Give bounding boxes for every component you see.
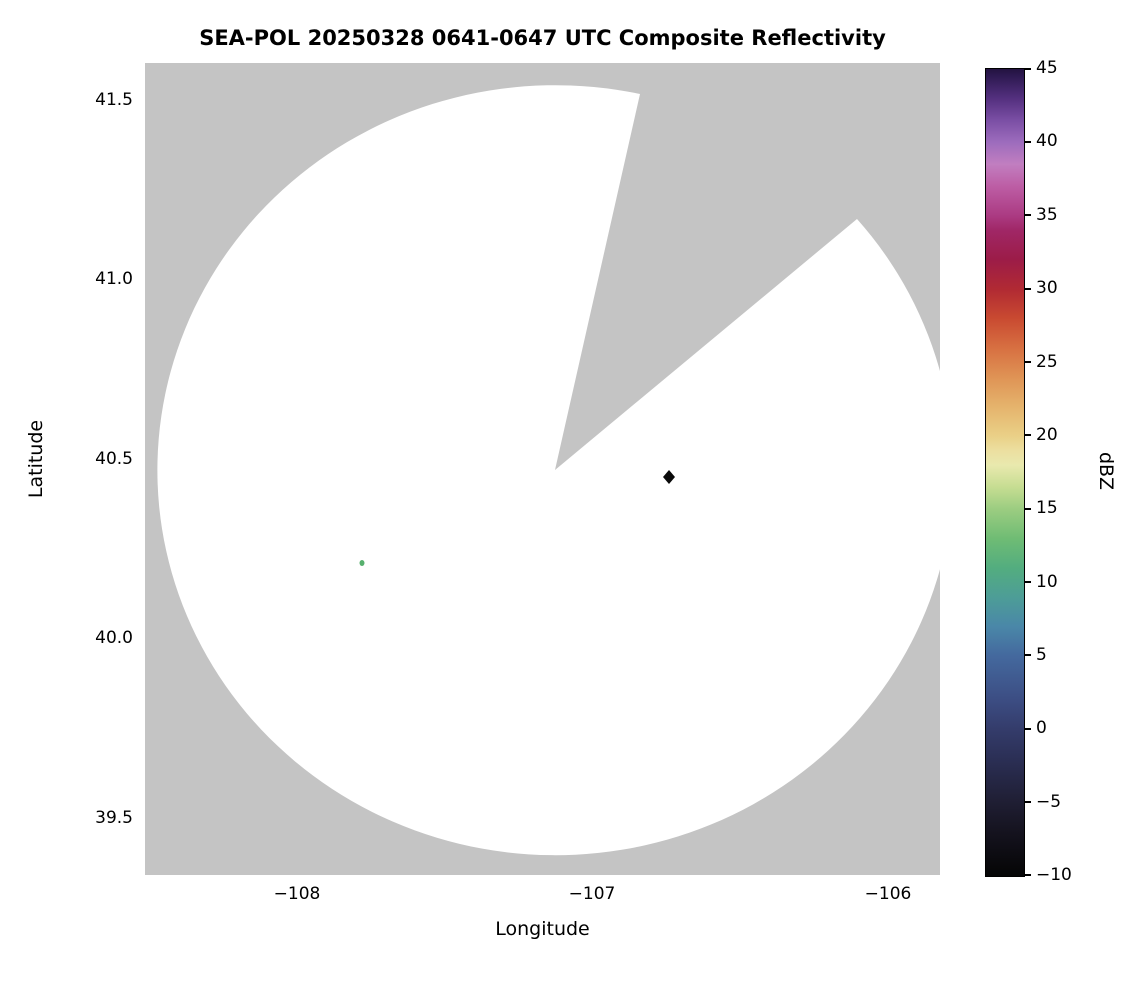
colorbar-tick-label: 40 bbox=[1036, 131, 1058, 151]
radar-coverage-area bbox=[157, 85, 940, 856]
colorbar-tick-label: 20 bbox=[1036, 425, 1058, 445]
colorbar-label: dBZ bbox=[1095, 451, 1117, 491]
y-tick-label: 40.0 bbox=[95, 628, 133, 648]
colorbar-tick-label: 30 bbox=[1036, 278, 1058, 298]
colorbar-gradient bbox=[986, 69, 1024, 876]
y-axis-label: Latitude bbox=[25, 419, 47, 499]
colorbar-tick-label: 45 bbox=[1036, 58, 1058, 78]
y-tick-label: 41.5 bbox=[95, 90, 133, 110]
colorbar-tick-label: 25 bbox=[1036, 352, 1058, 372]
x-axis-label: Longitude bbox=[495, 918, 590, 940]
colorbar-tick bbox=[1025, 68, 1031, 70]
colorbar-tick bbox=[1025, 801, 1031, 803]
colorbar-tick-label: 10 bbox=[1036, 572, 1058, 592]
colorbar-tick-label: −5 bbox=[1036, 792, 1062, 812]
colorbar-tick-label: 5 bbox=[1036, 645, 1047, 665]
y-tick-label: 39.5 bbox=[95, 808, 133, 828]
y-tick-label: 41.0 bbox=[95, 269, 133, 289]
colorbar-tick bbox=[1025, 874, 1031, 876]
colorbar bbox=[985, 68, 1025, 877]
colorbar-tick bbox=[1025, 728, 1031, 730]
echo-marker bbox=[359, 560, 365, 566]
colorbar-tick-label: −10 bbox=[1036, 865, 1072, 885]
x-tick-label: −106 bbox=[864, 884, 912, 904]
plot-area bbox=[145, 63, 940, 875]
colorbar-tick-label: 15 bbox=[1036, 498, 1058, 518]
colorbar-tick-label: 0 bbox=[1036, 718, 1047, 738]
colorbar-tick bbox=[1025, 214, 1031, 216]
colorbar-tick bbox=[1025, 508, 1031, 510]
colorbar-tick bbox=[1025, 361, 1031, 363]
x-tick-label: −108 bbox=[273, 884, 321, 904]
colorbar-tick bbox=[1025, 141, 1031, 143]
colorbar-tick bbox=[1025, 581, 1031, 583]
x-tick-label: −107 bbox=[568, 884, 616, 904]
echo-marker bbox=[663, 470, 675, 484]
colorbar-tick-label: 35 bbox=[1036, 205, 1058, 225]
colorbar-tick bbox=[1025, 654, 1031, 656]
chart-title: SEA-POL 20250328 0641-0647 UTC Composite… bbox=[199, 26, 886, 50]
radar-coverage-svg bbox=[157, 85, 940, 856]
colorbar-tick bbox=[1025, 288, 1031, 290]
y-tick-label: 40.5 bbox=[95, 449, 133, 469]
colorbar-tick bbox=[1025, 434, 1031, 436]
